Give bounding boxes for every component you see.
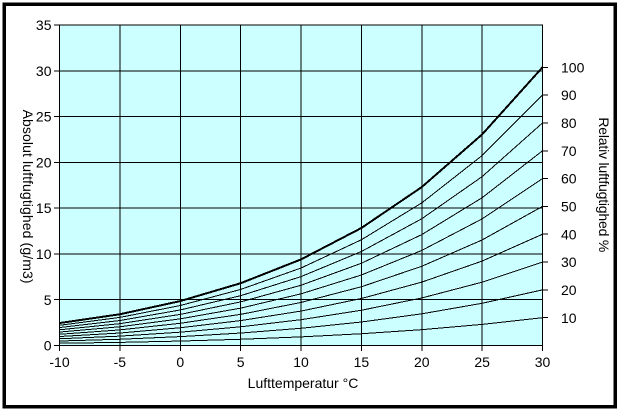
svg-text:10: 10 xyxy=(561,310,577,326)
svg-text:30: 30 xyxy=(36,63,52,79)
svg-text:-5: -5 xyxy=(114,354,127,370)
svg-text:15: 15 xyxy=(354,354,370,370)
svg-text:70: 70 xyxy=(561,143,577,159)
svg-text:0: 0 xyxy=(176,354,184,370)
svg-text:80: 80 xyxy=(561,115,577,131)
svg-text:50: 50 xyxy=(561,199,577,215)
svg-text:30: 30 xyxy=(561,254,577,270)
svg-text:60: 60 xyxy=(561,171,577,187)
svg-text:15: 15 xyxy=(36,200,52,216)
svg-text:-10: -10 xyxy=(49,354,69,370)
svg-text:25: 25 xyxy=(36,109,52,125)
svg-text:Relativ luftfugtighed %: Relativ luftfugtighed % xyxy=(596,117,612,252)
svg-text:20: 20 xyxy=(36,154,52,170)
svg-text:100: 100 xyxy=(561,59,585,75)
svg-text:90: 90 xyxy=(561,87,577,103)
svg-text:30: 30 xyxy=(535,354,551,370)
svg-text:40: 40 xyxy=(561,226,577,242)
svg-text:20: 20 xyxy=(414,354,430,370)
svg-text:25: 25 xyxy=(474,354,490,370)
svg-text:5: 5 xyxy=(237,354,245,370)
svg-text:20: 20 xyxy=(561,282,577,298)
svg-text:35: 35 xyxy=(36,17,52,33)
svg-text:5: 5 xyxy=(44,292,52,308)
svg-text:Absolut luftfugtighed (g/m3): Absolut luftfugtighed (g/m3) xyxy=(20,110,36,284)
svg-text:10: 10 xyxy=(293,354,309,370)
svg-text:0: 0 xyxy=(44,338,52,354)
svg-text:10: 10 xyxy=(36,246,52,262)
svg-text:Lufttemperatur °C: Lufttemperatur °C xyxy=(248,375,359,391)
